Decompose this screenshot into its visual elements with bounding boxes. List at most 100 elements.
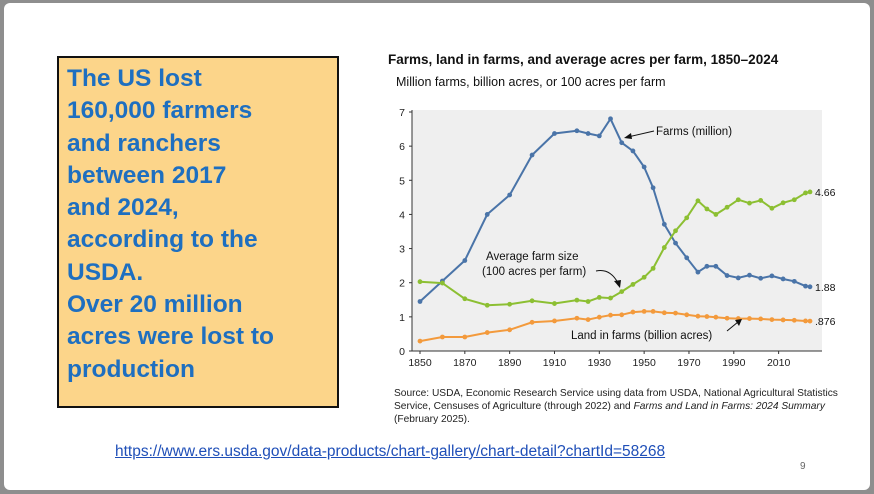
data-point: [529, 298, 535, 304]
data-point: [596, 133, 602, 139]
data-point: [484, 212, 490, 217]
data-point: [641, 308, 647, 314]
source-link[interactable]: https://www.ers.usda.gov/data-products/c…: [115, 443, 666, 460]
x-tick-label: 1910: [543, 357, 567, 369]
data-point: [440, 280, 445, 286]
data-point: [529, 152, 535, 158]
data-point: [484, 330, 490, 335]
end-value-label: .876: [815, 316, 836, 328]
data-point: [695, 198, 701, 204]
data-point: [791, 317, 797, 323]
data-point: [619, 289, 625, 294]
data-point: [803, 318, 808, 324]
data-point: [803, 283, 808, 289]
data-point: [585, 299, 591, 304]
data-point: [619, 140, 625, 146]
annotation-arrow: [627, 130, 655, 138]
data-point: [684, 215, 690, 221]
chart-source: Source: USDA, Economic Research Service …: [394, 387, 854, 426]
data-point: [704, 263, 710, 269]
data-point: [780, 276, 786, 282]
chart-title: Farms, land in farms, and average acres …: [388, 52, 779, 67]
data-point: [791, 278, 797, 284]
end-value-label: 1.88: [815, 282, 836, 294]
y-tick-label: 6: [399, 141, 405, 153]
data-point: [758, 198, 764, 203]
data-point: [440, 334, 445, 340]
annotation-farm-size: Average farm size: [486, 251, 578, 263]
data-point: [724, 273, 730, 278]
data-point: [661, 310, 667, 316]
data-point: [713, 314, 719, 320]
data-point: [695, 269, 701, 275]
annotation-arrowhead: [624, 133, 632, 139]
callout-line: production: [67, 355, 195, 383]
data-point: [704, 314, 710, 319]
data-point: [552, 131, 557, 136]
data-point: [507, 327, 513, 333]
data-point: [650, 265, 656, 271]
x-tick-label: 2010: [767, 357, 791, 369]
data-point: [780, 200, 786, 206]
data-point: [641, 274, 647, 280]
data-point: [574, 128, 580, 134]
data-point: [747, 200, 752, 206]
data-point: [684, 255, 690, 261]
y-tick-label: 4: [399, 209, 405, 221]
data-point: [507, 192, 513, 198]
x-tick-label: 1970: [677, 357, 701, 369]
data-point: [661, 245, 667, 250]
data-point: [552, 301, 557, 306]
data-point: [695, 313, 701, 319]
data-point: [661, 221, 667, 227]
data-point: [585, 131, 591, 136]
data-point: [724, 315, 730, 321]
annotation-farm-size-unit: (100 acres per farm): [482, 266, 586, 278]
annotation-arrowhead: [614, 280, 621, 288]
page-number: 9: [800, 461, 806, 472]
data-point: [574, 315, 580, 321]
data-point: [673, 310, 678, 316]
data-point: [684, 312, 690, 318]
data-point: [585, 317, 591, 322]
chart-subtitle: Million farms, billion acres, or 100 acr…: [396, 75, 666, 89]
y-tick-label: 0: [399, 346, 405, 358]
x-tick-label: 1950: [632, 357, 656, 369]
data-point: [673, 240, 678, 246]
data-point: [650, 308, 656, 314]
callout-line: Over 20 million: [67, 291, 243, 319]
annotation-land: Land in farms (billion acres): [571, 330, 712, 342]
callout-line: The US lost: [67, 65, 202, 92]
x-tick-label: 1990: [722, 357, 746, 369]
data-point: [417, 338, 423, 344]
data-point: [735, 275, 741, 281]
data-point: [747, 316, 752, 321]
y-tick-label: 7: [399, 107, 405, 119]
data-point: [619, 312, 625, 318]
annotation-arrowhead: [735, 319, 742, 326]
data-point: [747, 272, 752, 278]
callout-line: and ranchers: [67, 129, 221, 157]
data-point: [484, 302, 490, 308]
data-point: [608, 312, 613, 318]
data-point: [807, 189, 813, 195]
data-point: [462, 258, 468, 263]
data-point: [608, 116, 613, 122]
callout-line: acres were lost to: [67, 323, 274, 351]
annotation-farms: Farms (million): [656, 126, 732, 138]
callout-line: 160,000 farmers: [67, 97, 253, 125]
data-point: [630, 309, 636, 315]
data-point: [462, 334, 468, 340]
y-tick-label: 3: [399, 244, 405, 256]
data-point: [769, 273, 775, 279]
data-point: [596, 294, 602, 300]
x-tick-label: 1870: [453, 357, 477, 369]
x-tick-label: 1890: [498, 357, 522, 369]
data-point: [713, 212, 719, 217]
source-text-end: (February 2025).: [394, 414, 470, 425]
data-point: [552, 318, 557, 324]
callout-line: and 2024,: [67, 194, 179, 222]
data-point: [417, 299, 423, 304]
data-point: [807, 318, 813, 324]
